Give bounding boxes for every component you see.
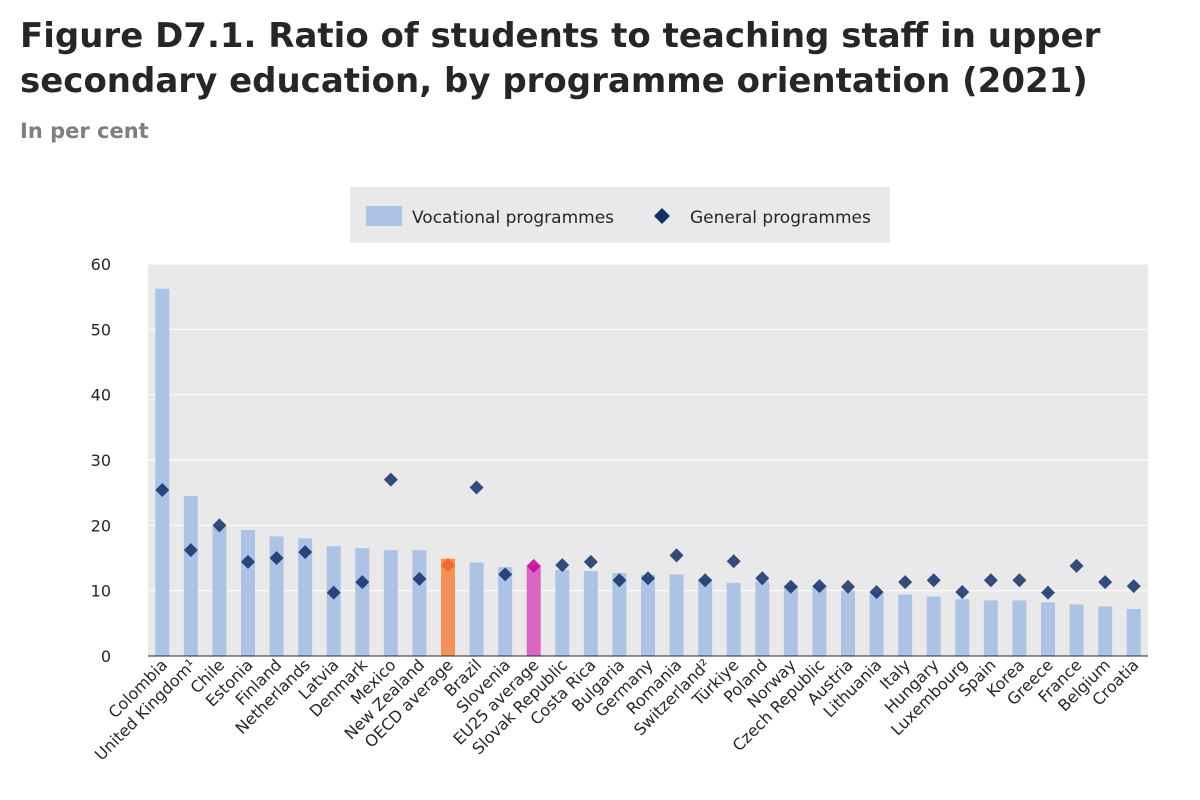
general-marker — [212, 518, 227, 533]
legend-background — [350, 187, 890, 243]
y-tick-label: 30 — [91, 451, 111, 470]
general-marker — [841, 579, 855, 594]
vocational-bar — [1126, 608, 1141, 656]
legend-label-general: General programmes — [690, 208, 871, 228]
general-marker — [326, 585, 341, 600]
vocational-bar — [183, 495, 198, 656]
y-tick-label: 10 — [91, 582, 111, 601]
general-marker — [155, 483, 170, 498]
legend: Vocational programmes General programmes — [350, 187, 890, 243]
vocational-bar — [955, 599, 970, 656]
legend-marker-general — [654, 208, 670, 224]
general-marker — [898, 575, 913, 590]
vocational-bar — [326, 546, 341, 656]
general-marker — [869, 584, 884, 599]
vocational-bar — [669, 574, 684, 656]
general-marker — [355, 575, 370, 590]
vocational-bar — [212, 526, 227, 656]
general-marker — [783, 579, 798, 594]
vocational-bar — [783, 585, 798, 656]
vocational-bars — [155, 288, 1141, 656]
vocational-bar — [383, 550, 398, 656]
vocational-bar — [641, 574, 655, 656]
general-marker — [441, 558, 455, 573]
general-marker — [926, 573, 941, 588]
general-marker — [1041, 585, 1055, 600]
general-marker — [183, 543, 198, 558]
vocational-bar — [498, 567, 513, 656]
vocational-bar — [526, 565, 541, 656]
vocational-bar — [583, 571, 598, 656]
general-marker — [526, 558, 541, 573]
general-marker — [955, 584, 970, 599]
general-marker — [726, 554, 741, 569]
vocational-bar — [926, 596, 941, 656]
vocational-bar — [1069, 604, 1084, 656]
vocational-bar — [841, 590, 855, 656]
chart-title: Figure D7.1. Ratio of students to teachi… — [20, 16, 1101, 101]
vocational-bar — [612, 573, 627, 656]
vocational-bar — [1098, 606, 1113, 656]
vocational-bar — [412, 550, 427, 656]
y-tick-label: 40 — [91, 386, 111, 405]
legend-swatch-vocational — [366, 206, 402, 226]
general-marker — [812, 579, 827, 594]
general-marker — [612, 573, 627, 588]
general-marker — [498, 567, 513, 582]
vocational-bar — [555, 569, 570, 656]
general-marker — [1012, 573, 1027, 588]
general-markers — [155, 472, 1141, 600]
vocational-bar — [1041, 602, 1055, 656]
general-marker — [1069, 558, 1084, 573]
vocational-bar — [898, 594, 913, 656]
y-tick-label: 20 — [91, 516, 111, 535]
vocational-bar — [869, 592, 884, 656]
vocational-bar — [1012, 600, 1027, 656]
vocational-bar — [469, 562, 484, 656]
vocational-bar — [441, 558, 455, 656]
gridlines — [148, 263, 1148, 592]
y-tick-label: 0 — [101, 647, 111, 666]
general-marker — [241, 554, 255, 569]
general-marker — [641, 571, 655, 586]
general-marker — [412, 571, 427, 586]
vocational-bar — [355, 548, 370, 656]
general-marker — [383, 472, 398, 487]
general-marker — [469, 480, 484, 495]
general-marker — [555, 558, 570, 573]
vocational-bar — [698, 578, 713, 656]
chart-subtitle: In per cent — [20, 119, 149, 143]
general-marker — [1126, 579, 1141, 594]
general-marker — [298, 545, 313, 560]
vocational-bar — [755, 581, 770, 656]
vocational-bar — [298, 538, 313, 656]
general-marker — [755, 571, 770, 586]
vocational-bar — [269, 536, 284, 656]
y-tick-label: 60 — [91, 255, 111, 274]
general-marker — [983, 573, 998, 588]
vocational-bar — [812, 585, 827, 656]
legend-label-vocational: Vocational programmes — [412, 208, 614, 228]
general-marker — [1098, 575, 1113, 590]
general-marker — [269, 551, 284, 565]
general-marker — [583, 554, 598, 569]
general-marker — [698, 573, 713, 588]
vocational-bar — [155, 288, 170, 656]
vocational-bar — [983, 600, 998, 656]
y-tick-label: 50 — [91, 320, 111, 339]
general-marker — [669, 548, 684, 563]
vocational-bar — [726, 582, 741, 656]
y-axis: 0 10 20 30 40 50 60 — [91, 255, 111, 666]
vocational-bar — [241, 529, 255, 656]
